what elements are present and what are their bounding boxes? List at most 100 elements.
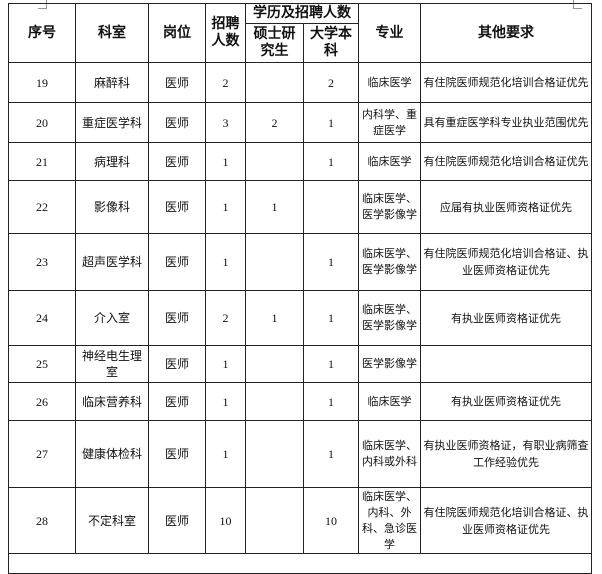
cell-major: 医学影像学 [358, 345, 421, 383]
cell-master: 1 [245, 180, 304, 234]
cell-post: 医师 [148, 142, 206, 181]
cell-dept: 影像科 [75, 180, 149, 234]
cell-major: 临床医学、内科或外科 [358, 420, 421, 488]
header-post: 岗位 [148, 3, 206, 63]
cell-post: 医师 [148, 420, 206, 488]
cell-seq: 22 [8, 180, 76, 234]
header-other: 其他要求 [420, 3, 592, 63]
cell-dept: 临床营养科 [75, 382, 149, 421]
cell-bachelor: 2 [303, 62, 359, 103]
cell-dept: 健康体检科 [75, 420, 149, 488]
cell-seq: 27 [8, 420, 76, 488]
table-row: 23 超声医学科 医师 1 1 临床医学、医学影像学 有住院医师规范化培训合格证、执业医师资… [8, 233, 592, 291]
cell-major: 临床医学 [358, 142, 421, 181]
cell-other: 有住院医师规范化培训合格证优先 [420, 62, 592, 103]
cell-dept: 麻醉科 [75, 62, 149, 103]
header-count: 招聘人数 [205, 3, 246, 63]
table-row: 19 麻醉科 医师 2 2 临床医学 有住院医师规范化培训合格证优先 [8, 62, 592, 103]
table-row: 26 临床营养科 医师 1 1 临床医学 有执业医师资格证优先 [8, 382, 592, 421]
cell-other [420, 345, 592, 383]
cell-count: 10 [205, 487, 246, 554]
table-row-continued [8, 553, 592, 574]
cell-dept: 神经电生理室 [75, 345, 149, 383]
cell-dept: 不定科室 [75, 487, 149, 554]
cell-major: 临床医学、医学影像学 [358, 233, 421, 291]
cell-bachelor [303, 180, 359, 234]
header-bachelor: 大学本科 [303, 23, 359, 63]
header-master: 硕士研究生 [245, 23, 304, 63]
cell-seq: 24 [8, 290, 76, 346]
cell-dept: 介入室 [75, 290, 149, 346]
cell-dept: 重症医学科 [75, 102, 149, 143]
cell-major: 临床医学、医学影像学 [358, 290, 421, 346]
cell-post: 医师 [148, 382, 206, 421]
cell-major: 临床医学 [358, 62, 421, 103]
cell-bachelor: 1 [303, 345, 359, 383]
cell-seq: 21 [8, 142, 76, 181]
cell-post: 医师 [148, 345, 206, 383]
cell-post: 医师 [148, 62, 206, 103]
cell-seq: 19 [8, 62, 76, 103]
cell-other: 应届有执业医师资格证优先 [420, 180, 592, 234]
cell-major: 内科学、重症医学 [358, 102, 421, 143]
cell-seq: 20 [8, 102, 76, 143]
cell-count: 1 [205, 382, 246, 421]
cell-seq: 26 [8, 382, 76, 421]
cell-count: 1 [205, 420, 246, 488]
cell-master [245, 142, 304, 181]
header-seq: 序号 [8, 3, 76, 63]
cell-count: 1 [205, 142, 246, 181]
cell-bachelor: 1 [303, 290, 359, 346]
header-dept: 科室 [75, 3, 149, 63]
header-edu-group: 学历及招聘人数 [245, 3, 359, 24]
cell-other: 有住院医师规范化培训合格证、执业医师资格证优先 [420, 487, 592, 554]
cell-seq: 28 [8, 487, 76, 554]
cell-master [245, 345, 304, 383]
cell-seq: 23 [8, 233, 76, 291]
cell-dept: 病理科 [75, 142, 149, 181]
cell-bachelor: 1 [303, 233, 359, 291]
cell-master [245, 420, 304, 488]
cell-master [245, 382, 304, 421]
table-row: 27 健康体检科 医师 1 1 临床医学、内科或外科 有执业医师资格证，有职业病筛查工作经验… [8, 420, 592, 488]
cell-post: 医师 [148, 487, 206, 554]
cell-bachelor: 1 [303, 382, 359, 421]
cell-major: 临床医学、内科、外科、急诊医学 [358, 487, 421, 554]
cell-other: 有执业医师资格证，有职业病筛查工作经验优先 [420, 420, 592, 488]
recruitment-table: 序号 科室 岗位 招聘人数 学历及招聘人数 专业 其他要求 硕士研究生 大学本科… [8, 3, 592, 574]
cell-count: 1 [205, 233, 246, 291]
cell-bachelor: 10 [303, 487, 359, 554]
cell-post: 医师 [148, 180, 206, 234]
empty-cell [8, 553, 592, 574]
cell-bachelor: 1 [303, 420, 359, 488]
cell-count: 1 [205, 180, 246, 234]
cell-master [245, 487, 304, 554]
header-major: 专业 [358, 3, 421, 63]
cell-dept: 超声医学科 [75, 233, 149, 291]
cell-major: 临床医学 [358, 382, 421, 421]
cell-post: 医师 [148, 102, 206, 143]
cell-post: 医师 [148, 290, 206, 346]
table-row: 20 重症医学科 医师 3 2 1 内科学、重症医学 具有重症医学科专业执业范围优先 [8, 102, 592, 143]
cell-major: 临床医学、医学影像学 [358, 180, 421, 234]
table-row: 28 不定科室 医师 10 10 临床医学、内科、外科、急诊医学 有住院医师规范化培训合格证… [8, 487, 592, 554]
cell-bachelor: 1 [303, 102, 359, 143]
table-row: 25 神经电生理室 医师 1 1 医学影像学 [8, 345, 592, 383]
cell-count: 1 [205, 345, 246, 383]
cell-other: 有执业医师资格证优先 [420, 382, 592, 421]
cell-other: 具有重症医学科专业执业范围优先 [420, 102, 592, 143]
cell-count: 3 [205, 102, 246, 143]
cell-master: 2 [245, 102, 304, 143]
table-row: 22 影像科 医师 1 1 临床医学、医学影像学 应届有执业医师资格证优先 [8, 180, 592, 234]
cell-seq: 25 [8, 345, 76, 383]
cell-master [245, 233, 304, 291]
cell-other: 有执业医师资格证优先 [420, 290, 592, 346]
cell-post: 医师 [148, 233, 206, 291]
cell-bachelor: 1 [303, 142, 359, 181]
cell-master: 1 [245, 290, 304, 346]
cell-master [245, 62, 304, 103]
cell-other: 有住院医师规范化培训合格证、执业医师资格证优先 [420, 233, 592, 291]
cell-other: 有住院医师规范化培训合格证优先 [420, 142, 592, 181]
table-row: 24 介入室 医师 2 1 1 临床医学、医学影像学 有执业医师资格证优先 [8, 290, 592, 346]
cell-count: 2 [205, 62, 246, 103]
